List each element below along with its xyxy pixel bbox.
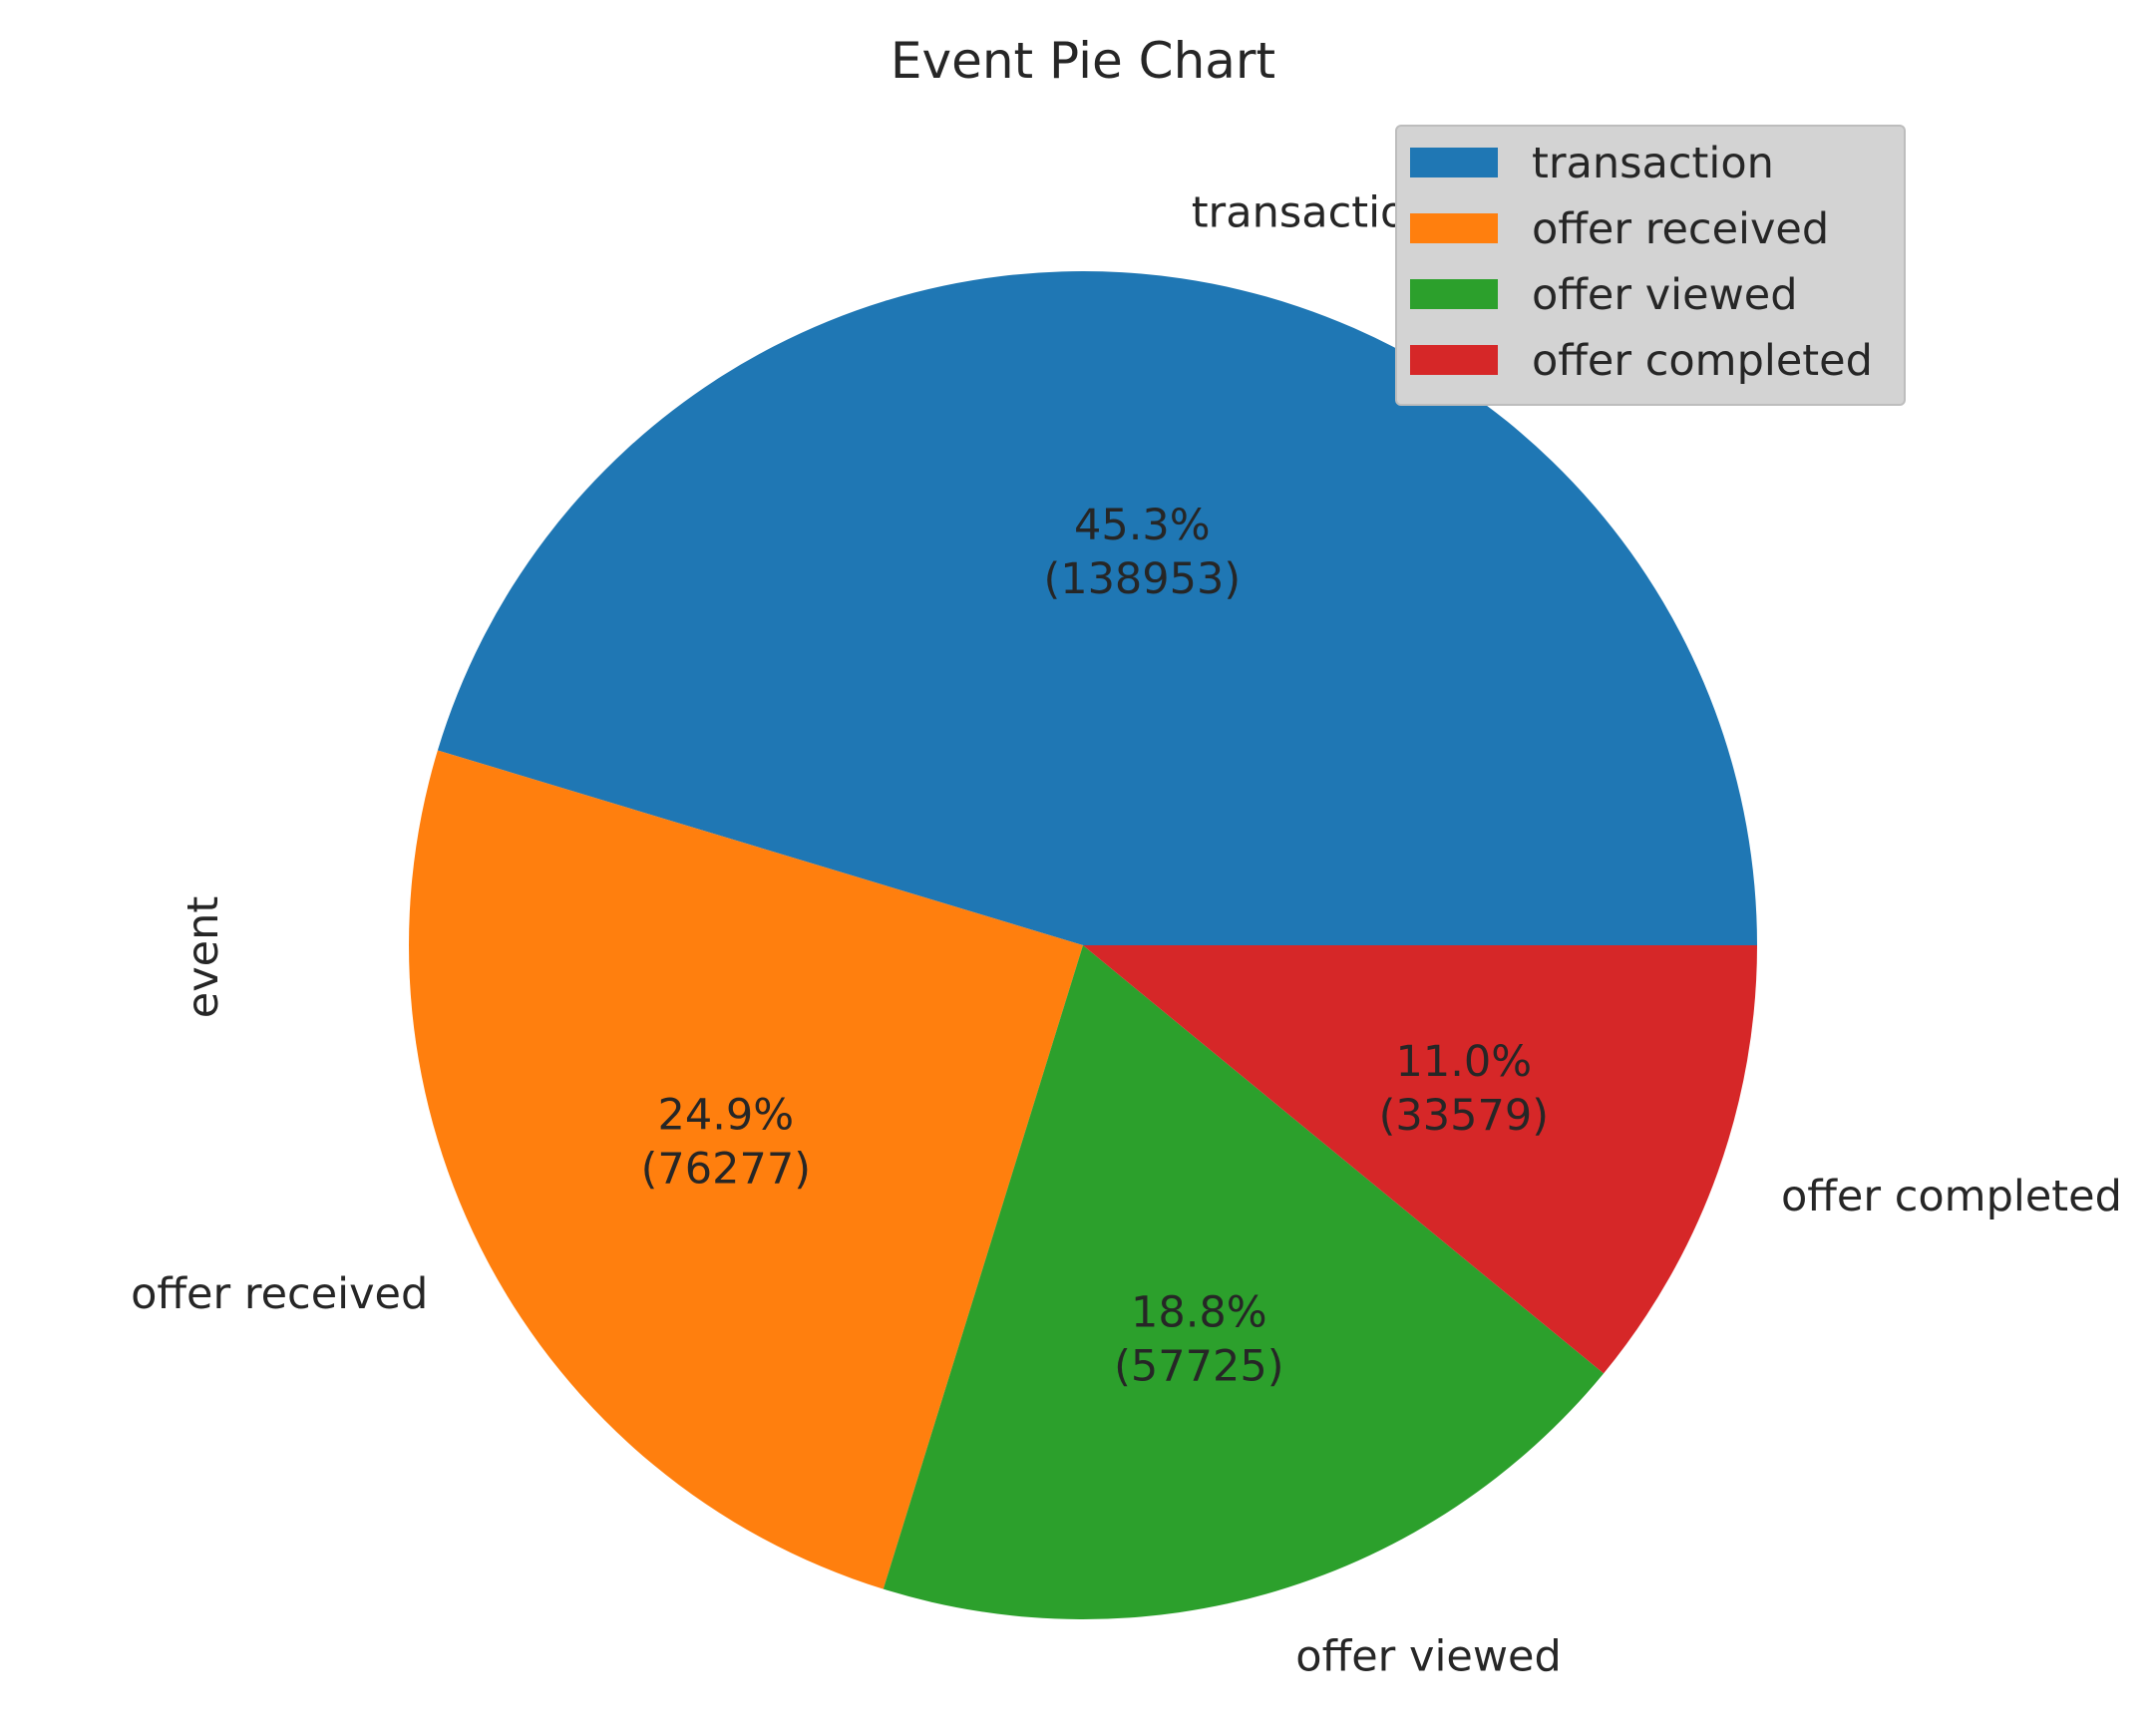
slice-label-transaction: transaction [1192, 187, 1434, 237]
percent-label-offer-viewed: 18.8% [1131, 1288, 1267, 1338]
slice-labels: transaction offer received offer viewed off… [131, 187, 2122, 1681]
legend-entries: transaction offer received offer viewed off… [1410, 139, 1873, 386]
count-label-transaction: (138953) [1043, 554, 1241, 604]
count-label-offer-viewed: (57725) [1114, 1342, 1283, 1392]
slice-label-offer-completed: offer completed [1781, 1172, 2122, 1221]
legend-label-offer-received: offer received [1532, 204, 1829, 254]
legend-swatch-offer-viewed [1410, 279, 1498, 309]
y-axis-label: event [179, 896, 228, 1018]
pie-slice-offer-viewed [883, 945, 1605, 1620]
legend-label-offer-completed: offer completed [1532, 336, 1873, 386]
legend-label-transaction: transaction [1532, 139, 1774, 188]
pie-slices [408, 271, 1758, 1620]
percent-label-offer-completed: 11.0% [1395, 1037, 1532, 1087]
pie-slice-offer-received [408, 750, 1083, 1589]
pie-slice-transaction [437, 271, 1757, 945]
legend-swatch-transaction [1410, 148, 1498, 177]
legend-label-offer-viewed: offer viewed [1532, 270, 1798, 320]
legend-swatch-offer-completed [1410, 345, 1498, 375]
count-label-offer-completed: (33579) [1379, 1091, 1549, 1141]
percent-label-offer-received: 24.9% [657, 1090, 794, 1140]
legend-swatch-offer-received [1410, 213, 1498, 243]
percent-label-transaction: 45.3% [1074, 501, 1211, 550]
count-label-offer-received: (76277) [641, 1144, 811, 1194]
legend-box [1395, 125, 1906, 406]
pie-slice-offer-completed [1083, 945, 1758, 1374]
legend: transaction offer received offer viewed off… [1395, 125, 1906, 406]
slice-label-offer-viewed: offer viewed [1295, 1631, 1562, 1681]
slice-label-offer-received: offer received [131, 1269, 428, 1319]
chart-title: Event Pie Chart [891, 32, 1275, 90]
percent-labels: 45.3%(138953) 24.9%(76277) 18.8%(57725) 11.… [641, 501, 1549, 1392]
